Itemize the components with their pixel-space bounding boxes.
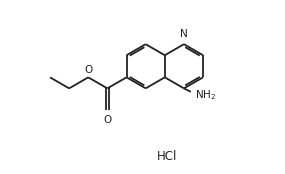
Text: O: O bbox=[103, 115, 111, 125]
Text: N: N bbox=[180, 29, 188, 39]
Text: HCl: HCl bbox=[156, 149, 177, 163]
Text: O: O bbox=[84, 65, 92, 75]
Text: NH$_2$: NH$_2$ bbox=[195, 88, 216, 102]
